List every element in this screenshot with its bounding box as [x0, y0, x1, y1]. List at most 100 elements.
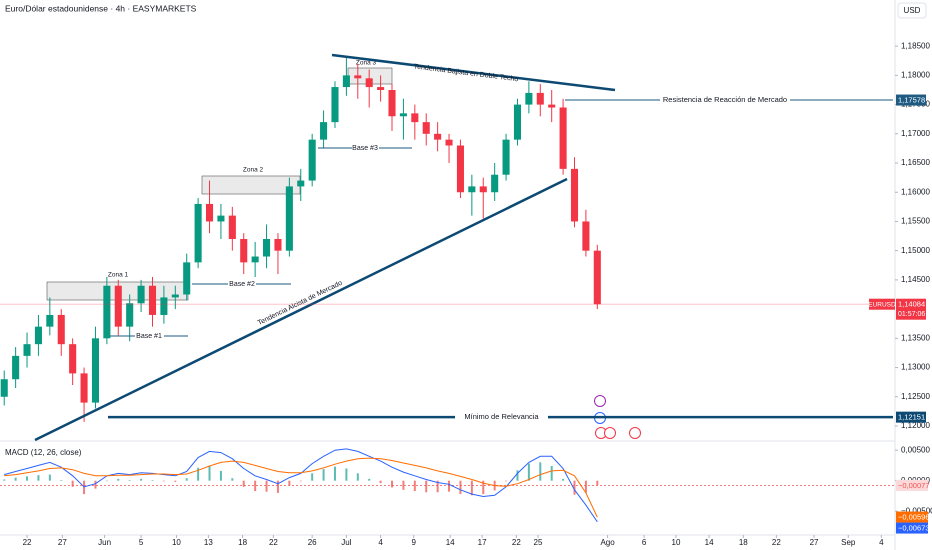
- current-price-label: 1,14084: [898, 300, 925, 309]
- zone-label: Zona 3: [356, 60, 377, 67]
- x-tick-label: 17: [478, 538, 487, 547]
- x-tick-label: 14: [446, 538, 455, 547]
- currency-button[interactable]: [897, 2, 927, 19]
- y-tick-label: 1,13500: [901, 333, 930, 342]
- histogram-bar: [482, 480, 485, 495]
- histogram-bar: [117, 478, 120, 481]
- histogram-bar: [379, 480, 382, 484]
- base-label: Base #3: [352, 145, 378, 152]
- y-tick-label: 1,18500: [901, 41, 930, 50]
- candle-body: [320, 122, 328, 140]
- y-tick-label: 1,15500: [901, 217, 930, 226]
- y-tick-label: 1,16000: [901, 187, 930, 196]
- trend-line: [331, 53, 616, 92]
- x-tick-label: 13: [204, 538, 213, 547]
- histogram-bar: [242, 480, 245, 487]
- trend-line: [34, 177, 568, 442]
- candle-body: [388, 89, 396, 117]
- price-label-box: [896, 522, 928, 534]
- y-tick-label: 1,12000: [901, 421, 930, 430]
- candle-body: [399, 113, 407, 117]
- candle-body: [114, 285, 122, 327]
- y-tick-label: −0,00500: [901, 506, 932, 515]
- candle-body: [274, 238, 282, 251]
- base-label: Base #2: [229, 281, 255, 288]
- y-tick-label: 1,17000: [901, 129, 930, 138]
- histogram-bar: [94, 480, 97, 489]
- histogram-bar: [151, 480, 154, 481]
- histogram-bar: [26, 476, 29, 481]
- candle-body: [23, 344, 31, 356]
- histogram-bar: [322, 469, 325, 481]
- histogram-bar: [231, 478, 234, 481]
- histogram-bar: [596, 480, 599, 486]
- histogram-bar: [333, 466, 336, 481]
- candle-body: [342, 75, 350, 88]
- candle-body: [91, 338, 100, 403]
- symbol-label: EURUSD: [868, 301, 896, 308]
- candle-body: [456, 145, 464, 193]
- y-tick-label: 1,14500: [901, 275, 930, 284]
- price-label-box: [896, 511, 928, 523]
- currency[interactable]: USD: [904, 6, 921, 15]
- candle-body: [582, 221, 590, 251]
- price-label-box: [896, 94, 926, 106]
- candle-body: [194, 203, 202, 263]
- candle-body: [411, 113, 419, 123]
- event-icon[interactable]: [594, 395, 606, 407]
- candle-body: [434, 133, 442, 140]
- candle-body: [354, 75, 362, 79]
- histogram-bar: [265, 480, 268, 492]
- x-tick-label: 6: [642, 538, 647, 547]
- candle-body: [570, 168, 579, 222]
- histogram-bar: [527, 463, 530, 481]
- histogram-bar: [391, 480, 394, 488]
- candle-body: [559, 107, 567, 169]
- candle-body: [468, 186, 476, 193]
- histogram-bar: [356, 473, 359, 481]
- histogram-bar: [71, 480, 74, 487]
- candle-body: [12, 355, 20, 380]
- histogram-bar: [402, 480, 405, 490]
- macd-line: [4, 448, 598, 523]
- price-label: 1,12151: [898, 413, 925, 422]
- candle-body: [297, 180, 305, 187]
- x-tick-label: 22: [269, 538, 278, 547]
- candle-body: [0, 379, 8, 397]
- candle-body: [103, 285, 111, 339]
- level-label: Mínimo de Relevancia: [464, 412, 539, 421]
- histogram-bar: [288, 480, 291, 486]
- candle-body: [536, 92, 544, 105]
- x-tick-label: Ago: [600, 538, 615, 547]
- candle-body: [263, 238, 271, 257]
- histogram-bar: [208, 466, 211, 481]
- histogram-bar: [3, 479, 6, 481]
- zone-label: Zona 2: [243, 167, 264, 174]
- x-tick-label: 14: [705, 538, 714, 547]
- candle-body: [491, 174, 499, 193]
- histogram-bar: [573, 480, 576, 495]
- histogram-bar: [311, 473, 314, 481]
- y-tick-label: 1,13000: [901, 363, 930, 372]
- histogram-bar: [299, 480, 302, 482]
- event-icon[interactable]: [629, 427, 641, 439]
- x-tick-label: 10: [672, 538, 681, 547]
- x-tick-label: 25: [534, 538, 543, 547]
- x-tick-label: 10: [172, 538, 181, 547]
- y-tick-label: 1,18000: [901, 70, 930, 79]
- histogram-bar: [128, 480, 131, 481]
- candle-body: [57, 314, 65, 345]
- candle-body: [502, 139, 510, 175]
- candle-body: [445, 139, 453, 146]
- event-icon[interactable]: [604, 427, 616, 439]
- candle-body: [137, 285, 145, 304]
- candle-body: [126, 303, 134, 327]
- histogram-bar: [436, 480, 439, 493]
- y-tick-label: 1,15000: [901, 246, 930, 255]
- histogram-bar: [254, 480, 257, 492]
- zone-box: [201, 175, 301, 195]
- level-label: Resistencia de Reacción de Mercado: [663, 95, 787, 104]
- price-label-box: [896, 479, 928, 491]
- x-tick-label: 9: [411, 538, 416, 547]
